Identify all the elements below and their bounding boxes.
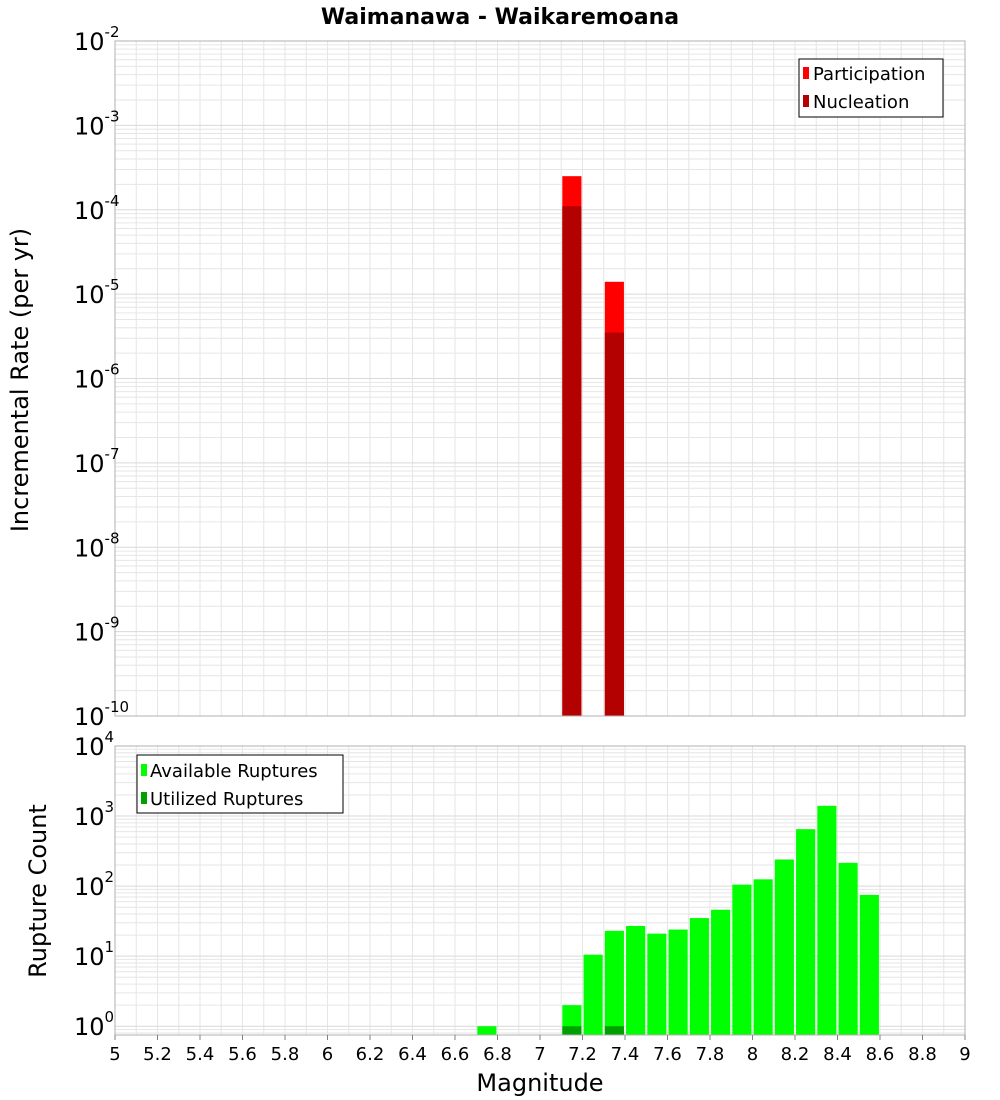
bottom-y-ticks: 100 101 102 103 104 (74, 728, 114, 1041)
bar-available-ruptures-8.55 (859, 894, 879, 1035)
top-y-ticks: 10-10 10-9 10-8 10-7 10-6 10-5 10-4 10-3 10-2 (74, 23, 129, 731)
bar-available-ruptures-8.15 (774, 859, 794, 1035)
top-grid (114, 40, 966, 717)
bottom-y-tick-label: 100 (74, 1008, 114, 1041)
top-y-tick-label: 10-6 (74, 361, 120, 394)
x-tick-label: 6 (322, 1044, 333, 1065)
x-tick-label: 7 (534, 1044, 545, 1065)
top-legend: Participation Nucleation (798, 58, 944, 118)
x-tick-label: 5 (109, 1044, 120, 1065)
top-y-tick-label: 10-5 (74, 276, 120, 309)
top-y-axis-label: Incremental Rate (per yr) (6, 228, 34, 532)
bar-available-ruptures-7.45 (626, 925, 646, 1035)
top-plot-frame (114, 40, 966, 717)
x-tick-label: 8.6 (866, 1044, 895, 1065)
x-tick-label: 8.8 (908, 1044, 937, 1065)
bottom-legend-box (136, 754, 344, 814)
top-y-tick-label: 10-3 (74, 107, 120, 140)
x-tick-label: 7.8 (696, 1044, 725, 1065)
bar-available-ruptures-7.75 (689, 918, 709, 1035)
top-legend-box (798, 58, 944, 118)
x-tick-label: 7.4 (611, 1044, 640, 1065)
x-tick-label: 6.4 (398, 1044, 427, 1065)
x-tick-label: 6.8 (483, 1044, 512, 1065)
x-tick-label: 5.8 (271, 1044, 300, 1065)
top-y-tick-label: 10-8 (74, 529, 120, 562)
bar-available-ruptures-7.95 (732, 884, 752, 1035)
legend-swatch-available (141, 764, 147, 776)
bar-utilized-ruptures-7.15 (562, 1026, 582, 1035)
bottom-y-tick-label: 102 (74, 868, 114, 901)
bar-available-ruptures-8.25 (796, 829, 816, 1035)
bar-available-ruptures-7.35 (604, 930, 624, 1035)
x-axis-label: Magnitude (476, 1069, 603, 1097)
chart-title: Waimanawa - Waikaremoana (321, 5, 679, 30)
top-panel: 10-10 10-9 10-8 10-7 10-6 10-5 10-4 10-3 10-2 In… (6, 23, 966, 731)
legend-label-available: Available Ruptures (150, 761, 318, 782)
bar-available-ruptures-7.55 (647, 933, 667, 1035)
bar-nucleation-7.15 (562, 206, 582, 716)
bottom-y-tick-label: 101 (74, 938, 114, 971)
bar-available-ruptures-8.45 (838, 862, 858, 1035)
legend-swatch-participation (803, 67, 809, 79)
bottom-legend: Available Ruptures Utilized Ruptures (136, 754, 344, 814)
legend-label-nucleation: Nucleation (813, 92, 909, 113)
top-y-tick-label: 10-10 (74, 698, 129, 731)
bottom-y-tick-label: 103 (74, 798, 114, 831)
bar-available-ruptures-7.65 (668, 929, 688, 1035)
x-tick-label: 8.4 (823, 1044, 852, 1065)
x-tick-label: 9 (959, 1044, 970, 1065)
x-tick-label: 5.6 (228, 1044, 257, 1065)
x-tick-label: 7.6 (653, 1044, 682, 1065)
legend-swatch-utilized (141, 792, 147, 804)
x-tick-label: 8 (747, 1044, 758, 1065)
top-y-tick-label: 10-7 (74, 445, 120, 478)
bar-available-ruptures-7.25 (583, 954, 603, 1035)
bottom-y-tick-label: 104 (74, 728, 114, 761)
x-tick-label: 7.2 (568, 1044, 597, 1065)
x-tick-label: 8.2 (781, 1044, 810, 1065)
x-tick-label: 5.4 (186, 1044, 215, 1065)
bottom-x-ticks: 5 5.2 5.4 5.6 5.8 6 6.2 6.4 6.6 6.8 7 7.2 7.4 7.6 7.8 8… (109, 1035, 971, 1065)
bottom-panel: 100 101 102 103 104 5 5.2 5.4 5.6 5.8 6 6.2 6.4 6.6 6… (24, 728, 971, 1097)
x-tick-label: 6.2 (356, 1044, 385, 1065)
legend-swatch-nucleation (803, 95, 809, 107)
bottom-bars (477, 805, 879, 1035)
bar-available-ruptures-8.05 (753, 879, 773, 1035)
x-tick-label: 6.6 (441, 1044, 470, 1065)
top-y-tick-label: 10-2 (74, 23, 120, 56)
legend-label-utilized: Utilized Ruptures (150, 789, 303, 810)
legend-label-participation: Participation (813, 64, 925, 85)
bottom-y-axis-label: Rupture Count (24, 804, 52, 978)
bar-utilized-ruptures-7.35 (604, 1026, 624, 1035)
top-bars (562, 176, 624, 716)
bar-available-ruptures-7.85 (711, 909, 731, 1035)
top-y-tick-label: 10-4 (74, 192, 120, 225)
x-tick-label: 5.2 (143, 1044, 172, 1065)
bar-available-ruptures-8.35 (817, 805, 837, 1035)
top-y-tick-label: 10-9 (74, 614, 120, 647)
bar-nucleation-7.35 (604, 332, 624, 716)
bar-available-ruptures-6.75 (477, 1026, 497, 1035)
